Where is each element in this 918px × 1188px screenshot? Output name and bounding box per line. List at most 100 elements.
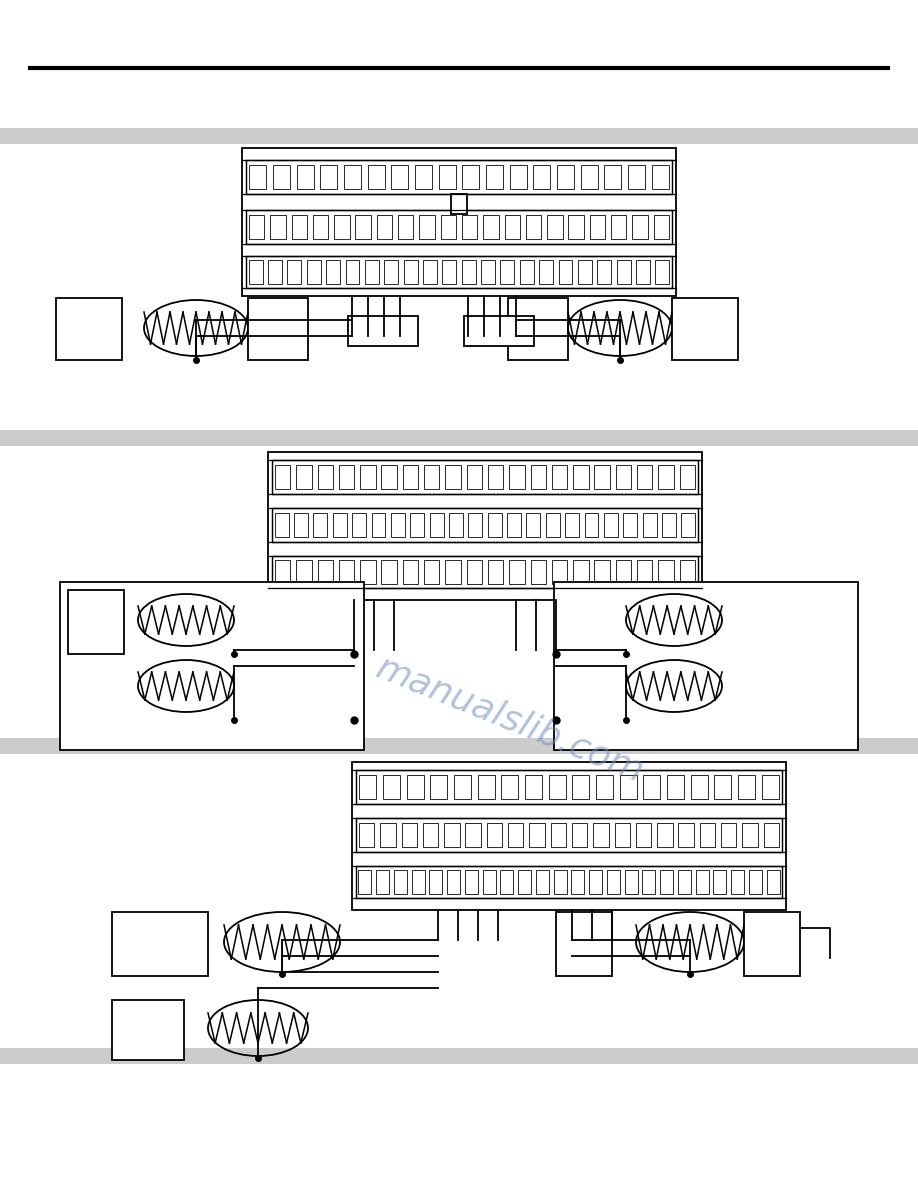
Bar: [546, 513, 560, 537]
Bar: [617, 260, 631, 284]
Bar: [598, 260, 611, 284]
Bar: [60, 582, 364, 750]
Bar: [477, 775, 495, 800]
Bar: [679, 561, 695, 583]
Bar: [572, 871, 584, 893]
Bar: [644, 775, 660, 800]
Bar: [404, 260, 418, 284]
Bar: [348, 316, 418, 346]
Bar: [607, 871, 620, 893]
Bar: [596, 775, 613, 800]
Bar: [462, 215, 477, 239]
Bar: [398, 215, 413, 239]
Bar: [376, 215, 392, 239]
Bar: [412, 871, 424, 893]
Bar: [431, 775, 447, 800]
Bar: [614, 823, 630, 847]
Bar: [403, 465, 418, 489]
Bar: [463, 165, 479, 189]
Bar: [749, 871, 762, 893]
Bar: [468, 513, 482, 537]
Bar: [554, 871, 566, 893]
Bar: [672, 298, 738, 360]
Bar: [272, 508, 698, 542]
Bar: [549, 775, 565, 800]
Bar: [353, 513, 366, 537]
Bar: [481, 260, 495, 284]
Bar: [623, 513, 637, 537]
Bar: [442, 260, 456, 284]
Bar: [519, 871, 531, 893]
Bar: [625, 871, 637, 893]
Bar: [690, 775, 708, 800]
Bar: [356, 819, 782, 852]
Bar: [595, 561, 610, 583]
Bar: [488, 465, 503, 489]
Bar: [246, 160, 672, 194]
Bar: [403, 561, 418, 583]
Bar: [595, 465, 610, 489]
Bar: [732, 871, 744, 893]
Bar: [313, 215, 329, 239]
Bar: [654, 215, 669, 239]
Bar: [552, 561, 567, 583]
Bar: [447, 871, 460, 893]
Bar: [507, 513, 521, 537]
Bar: [637, 561, 653, 583]
Bar: [525, 775, 542, 800]
Bar: [604, 165, 621, 189]
Bar: [767, 871, 779, 893]
Bar: [565, 513, 579, 537]
Bar: [487, 513, 501, 537]
Bar: [0, 430, 918, 446]
Bar: [344, 165, 361, 189]
Bar: [568, 215, 584, 239]
Bar: [743, 823, 757, 847]
Bar: [401, 823, 417, 847]
Bar: [249, 215, 264, 239]
Bar: [246, 210, 672, 244]
Bar: [585, 513, 599, 537]
Bar: [465, 871, 477, 893]
Bar: [593, 823, 609, 847]
Bar: [407, 775, 424, 800]
Bar: [531, 465, 546, 489]
Bar: [383, 775, 400, 800]
Bar: [465, 823, 481, 847]
Bar: [345, 260, 360, 284]
Bar: [394, 871, 407, 893]
Bar: [581, 165, 598, 189]
Bar: [714, 775, 732, 800]
Bar: [616, 465, 631, 489]
Bar: [660, 871, 673, 893]
Bar: [359, 823, 375, 847]
Bar: [272, 460, 698, 494]
Bar: [508, 823, 523, 847]
Bar: [657, 823, 673, 847]
Bar: [391, 513, 405, 537]
Bar: [466, 465, 482, 489]
Bar: [364, 260, 379, 284]
Bar: [501, 775, 519, 800]
Bar: [273, 165, 290, 189]
Bar: [356, 770, 782, 804]
Bar: [415, 165, 432, 189]
Bar: [533, 165, 551, 189]
Bar: [604, 513, 618, 537]
Bar: [360, 465, 375, 489]
Bar: [359, 871, 371, 893]
Bar: [382, 465, 397, 489]
Bar: [297, 165, 314, 189]
Bar: [0, 738, 918, 754]
Bar: [318, 465, 333, 489]
Bar: [744, 912, 800, 977]
Bar: [483, 215, 498, 239]
Bar: [376, 871, 389, 893]
Bar: [573, 465, 588, 489]
Bar: [287, 260, 301, 284]
Bar: [333, 513, 347, 537]
Text: manualslib.com: manualslib.com: [371, 651, 649, 789]
Bar: [275, 561, 290, 583]
Bar: [526, 215, 542, 239]
Bar: [0, 1048, 918, 1064]
